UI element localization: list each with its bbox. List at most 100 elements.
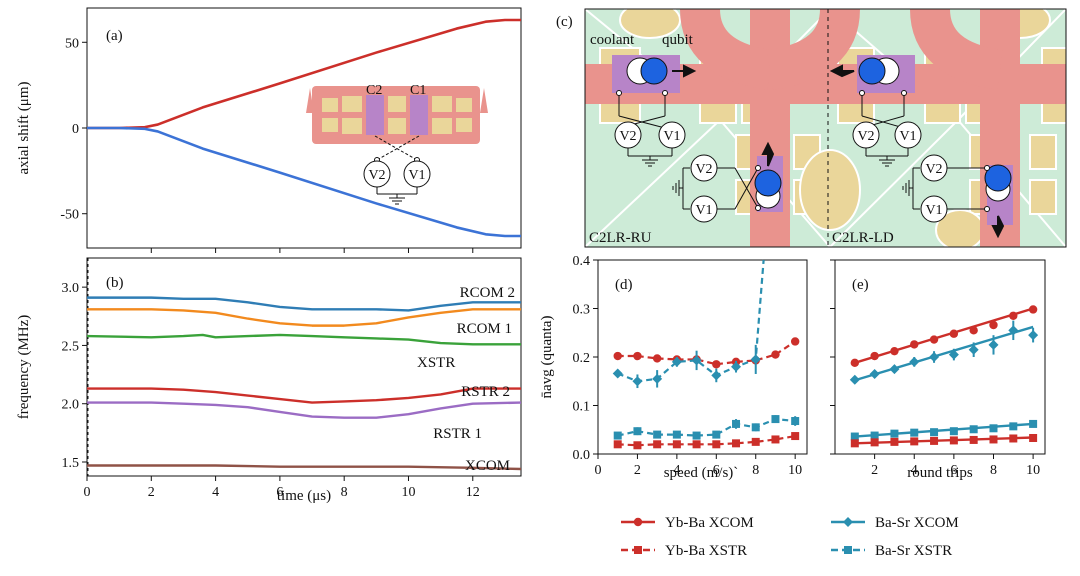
inset-trap-right-cap: [480, 88, 488, 113]
panel-d-point: [692, 440, 701, 449]
panel-d-point: [652, 373, 663, 384]
panel-d-xtick-label: 4: [673, 463, 680, 478]
legend-marker: [844, 546, 852, 554]
panel-e-point: [870, 431, 879, 440]
panel-e-xtick-label: 6: [950, 463, 957, 478]
panel-d-xtick-label: 2: [634, 463, 641, 478]
panel-e-point: [949, 329, 959, 338]
c-vert-left-v1: [690, 195, 718, 223]
c-vert-left-v1-label: V1: [695, 203, 712, 218]
panel-e-point: [910, 437, 919, 446]
trap-layout: V2 V1 V2 V1 V2 V1 V2 V1 coolant qubit C2…: [585, 9, 1066, 247]
inset-label-c1: C1: [410, 83, 426, 98]
c-nodes: [616, 90, 990, 212]
panel-e-point: [850, 432, 859, 441]
panel-e-point: [969, 326, 978, 335]
panel-c-label: (c): [556, 14, 573, 30]
inset-v2-source: [363, 160, 391, 188]
panel-e-point: [869, 368, 880, 379]
label-rcom2: RCOM 2: [460, 285, 515, 301]
panel-e-point: [910, 428, 919, 437]
c-vert-right-v2-label: V2: [925, 162, 942, 177]
label-rstr1: RSTR 1: [433, 426, 482, 442]
panel-e-point: [870, 438, 879, 447]
panel-b-lines: [86, 296, 522, 471]
c-vert-right-v2: [920, 154, 948, 182]
panel-d-point: [671, 356, 682, 367]
panel-a-ytick-label: -50: [60, 208, 79, 223]
panel-b-xtick-label: 10: [401, 485, 415, 500]
panel-a-line-lower: [87, 126, 521, 238]
legend-marker: [633, 517, 643, 527]
panel-d-point: [633, 441, 642, 450]
c-left-v1: [658, 121, 686, 149]
legend-label: Yb-Ba XCOM: [665, 515, 754, 531]
panel-d-point: [653, 440, 662, 449]
legend-label: Ba-Sr XSTR: [875, 543, 952, 559]
legend-marker: [634, 546, 642, 554]
panel-d-xtick-label: 6: [713, 463, 720, 478]
panel-e-marks: [849, 305, 1039, 448]
legend-marker: [843, 517, 853, 527]
inset-electrode-c1: [410, 95, 428, 135]
panel-e-point: [929, 335, 939, 344]
inset-label-c2: C2: [366, 83, 382, 98]
c-voltage-sources: [614, 121, 948, 223]
label-rstr2: RSTR 2: [461, 384, 510, 400]
panel-a-lines: [87, 18, 521, 238]
panel-d-point: [632, 376, 643, 387]
panel-e-point: [1009, 422, 1018, 431]
panel-d-point: [612, 368, 623, 379]
panel-e-point: [909, 356, 920, 367]
c-vert-right-v1: [920, 195, 948, 223]
panel-d-xtick-label: 8: [752, 463, 759, 478]
inset-v2-label: V2: [368, 168, 385, 183]
panel-d-point: [633, 427, 642, 436]
legend-label: Yb-Ba XSTR: [665, 543, 747, 559]
panel-d-point: [751, 437, 760, 446]
panel-b-xtick-label: 2: [148, 485, 155, 500]
panel-d-point: [771, 435, 780, 444]
panel-e-point: [870, 351, 879, 361]
panel-e-fit-line: [854, 436, 1034, 445]
inset-trap-body: [312, 86, 480, 144]
panel-b: (b) frequency (MHz) time (μs) 0 2 4 6 8 10 12 1…: [16, 257, 522, 504]
panel-e-point: [850, 358, 860, 368]
panel-d-point: [712, 440, 721, 449]
c-vert-left-v2-label: V2: [695, 162, 712, 177]
panel-d-marks: [612, 259, 800, 450]
panel-e-point: [969, 435, 978, 444]
label-xstr: XSTR: [417, 355, 455, 371]
panel-e-point: [889, 364, 900, 375]
panel-e-point: [1029, 433, 1038, 442]
c-left-v2-label: V2: [619, 129, 636, 144]
panel-b-label: (b): [106, 275, 124, 291]
panel-b-xtick-label: 4: [212, 485, 219, 500]
c-left-v2: [614, 121, 642, 149]
panel-b-ytick-label: 3.0: [62, 281, 80, 296]
panel-d-series-line: [617, 340, 796, 366]
panel-e-point: [989, 435, 998, 444]
panel-b-xtick-label: 8: [341, 485, 348, 500]
panel-c-frame: [584, 8, 1067, 248]
panel-d-ytick-label: 0.2: [573, 351, 591, 366]
panel-e-point: [849, 374, 860, 385]
panel-d-point: [751, 423, 760, 432]
panel-e-xtick-label: 10: [1026, 463, 1040, 478]
legend: Yb-Ba XCOM Ba-Sr XCOM Yb-Ba XSTR Ba-Sr XSTR: [621, 515, 959, 559]
panel-d-point: [790, 337, 800, 346]
panel-d-ytick-label: 0.0: [573, 448, 591, 463]
arrow-right-icon: [672, 64, 697, 78]
panel-e-xtick-label: 8: [990, 463, 997, 478]
c-vert-left-v2: [690, 154, 718, 182]
panel-b-line-3: [87, 387, 521, 404]
inset-v1-source: [403, 160, 431, 188]
panel-a-ytick-label: 50: [65, 36, 79, 51]
panel-e-point: [988, 339, 999, 350]
panel-b-line-4: [87, 401, 522, 419]
c-right-caption: C2LR-LD: [832, 230, 894, 246]
panel-b-ticks: 0 2 4 6 8 10 12 1.5 2.0 2.5 3.0: [62, 281, 480, 500]
panel-d-ytick-label: 0.4: [573, 254, 591, 269]
qubit-ion-down: [984, 164, 1012, 192]
